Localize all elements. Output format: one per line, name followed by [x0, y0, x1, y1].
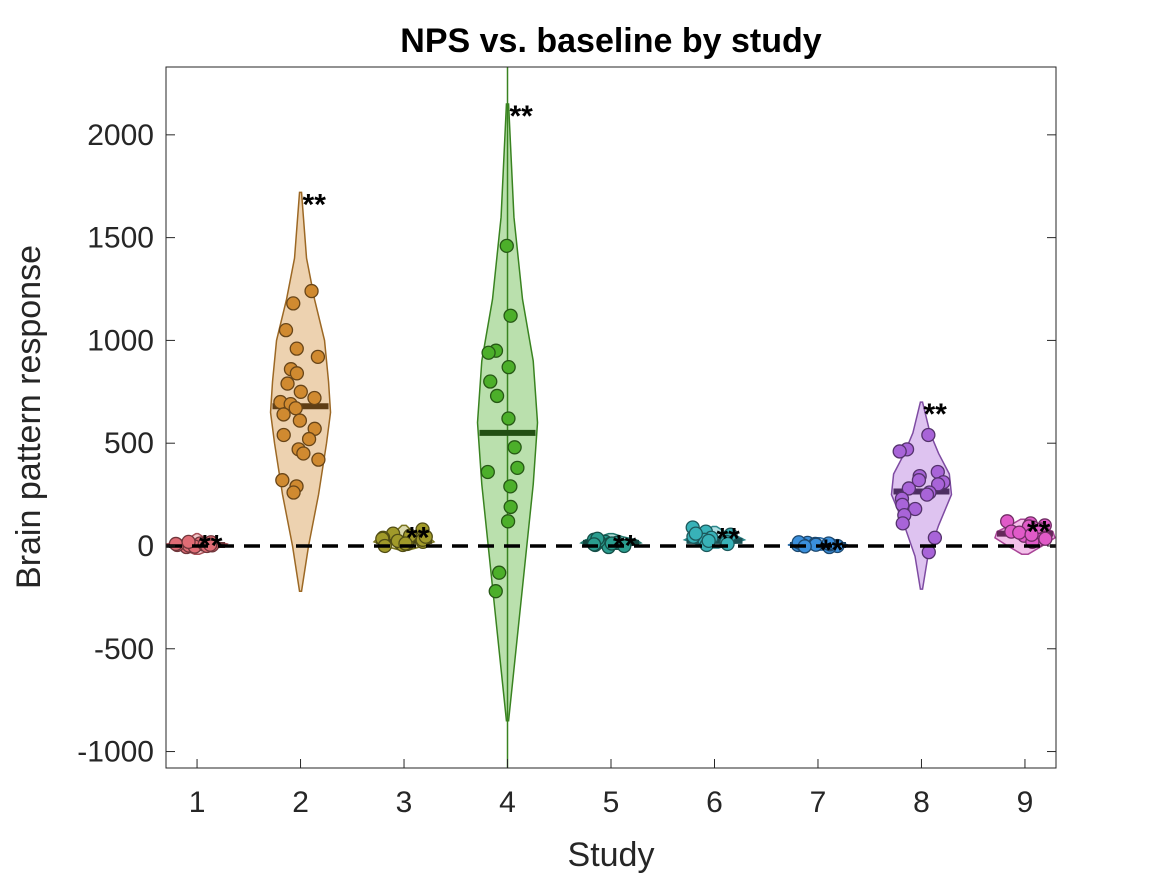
- point-study-8: [908, 501, 923, 517]
- point-study-8: [911, 473, 927, 488]
- point-study-2: [293, 384, 308, 399]
- x-tick-label: 7: [810, 786, 827, 819]
- significance-marker-study-2: **: [303, 188, 327, 221]
- point-study-4: [501, 359, 516, 375]
- point-study-4: [501, 411, 516, 426]
- significance-marker-study-5: **: [613, 530, 637, 563]
- point-study-2: [276, 427, 291, 443]
- y-tick-label: 1000: [87, 324, 154, 357]
- point-study-2: [289, 341, 304, 356]
- point-study-2: [286, 296, 301, 311]
- point-study-1: [181, 534, 196, 550]
- point-study-2: [307, 390, 322, 406]
- point-study-8: [901, 481, 917, 496]
- x-tick-label: 5: [603, 786, 620, 819]
- point-study-2: [286, 485, 301, 500]
- point-study-2: [288, 401, 303, 416]
- point-study-4: [500, 514, 516, 529]
- point-study-4: [503, 308, 518, 323]
- y-tick-label: -1000: [77, 736, 154, 769]
- significance-marker-study-7: **: [820, 534, 844, 567]
- point-study-6: [701, 533, 716, 548]
- y-tick-label: 1500: [87, 222, 154, 255]
- point-study-2: [289, 366, 305, 381]
- point-study-8: [892, 444, 907, 459]
- point-study-9: [1024, 527, 1039, 542]
- chart-title: NPS vs. baseline by study: [400, 22, 821, 60]
- significance-marker-study-6: **: [716, 522, 740, 555]
- point-study-2: [310, 349, 326, 365]
- x-axis-label: Study: [568, 836, 655, 874]
- x-tick-label: 6: [706, 786, 723, 819]
- x-tick-label: 3: [396, 786, 413, 819]
- y-tick-label: 2000: [87, 119, 154, 152]
- point-study-2: [276, 407, 291, 422]
- point-study-4: [499, 238, 514, 253]
- point-study-8: [919, 487, 935, 502]
- x-tick-label: 2: [292, 786, 309, 819]
- point-study-2: [301, 431, 317, 447]
- significance-marker-study-3: **: [406, 521, 430, 554]
- point-study-8: [895, 516, 910, 531]
- point-study-2: [296, 446, 311, 461]
- point-study-2: [280, 376, 295, 391]
- point-study-4: [492, 565, 507, 580]
- x-tick-label: 9: [1017, 786, 1034, 819]
- y-axis-ticks: -1000 -500 0 500 1000 1500 2000: [77, 119, 1056, 769]
- point-study-4: [510, 460, 525, 476]
- point-study-8: [927, 530, 943, 545]
- significance-marker-study-4: **: [510, 100, 534, 133]
- x-tick-label: 1: [189, 786, 206, 819]
- y-tick-label: 0: [137, 530, 154, 563]
- significance-marker-study-8: **: [923, 398, 947, 431]
- plot-area: ** ** ** ** ** ** ** ** **: [166, 67, 1056, 768]
- point-study-1: [168, 536, 184, 552]
- point-study-9: [1038, 531, 1053, 546]
- point-study-2: [311, 452, 326, 467]
- significance-marker-study-9: **: [1027, 515, 1051, 548]
- point-study-4: [488, 584, 503, 599]
- point-study-9: [1012, 525, 1027, 540]
- y-tick-label: -500: [94, 633, 154, 666]
- point-study-3: [418, 529, 433, 544]
- x-axis-ticks: 1 2 3 4 5 6 7 8 9: [189, 759, 1034, 819]
- point-study-4: [503, 479, 518, 494]
- point-study-2: [275, 473, 290, 488]
- x-tick-label: 4: [499, 786, 516, 819]
- y-axis-label: Brain pattern response: [10, 245, 48, 589]
- point-study-2: [278, 322, 294, 338]
- y-tick-label: 500: [104, 427, 154, 460]
- point-study-4: [489, 388, 505, 404]
- point-study-2: [304, 283, 319, 299]
- point-study-8: [921, 427, 936, 443]
- point-study-4: [507, 440, 522, 455]
- point-study-4: [483, 374, 498, 389]
- x-tick-label: 8: [913, 786, 930, 819]
- significance-marker-study-1: **: [199, 530, 223, 563]
- point-study-4: [503, 499, 518, 515]
- point-study-8: [930, 477, 946, 492]
- point-study-4: [480, 464, 495, 480]
- point-study-4: [481, 345, 496, 360]
- point-study-2: [292, 413, 308, 428]
- point-study-6: [688, 526, 703, 541]
